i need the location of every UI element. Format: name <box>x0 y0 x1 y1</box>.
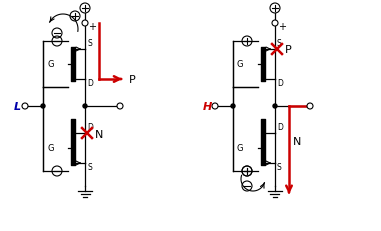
Text: D: D <box>87 79 93 88</box>
Circle shape <box>82 21 88 27</box>
Circle shape <box>272 21 278 27</box>
Text: +: + <box>88 22 96 32</box>
Text: D: D <box>277 79 283 88</box>
Circle shape <box>41 105 45 109</box>
Text: D: D <box>87 123 93 132</box>
Text: P: P <box>285 45 292 55</box>
Text: S: S <box>277 163 282 172</box>
Circle shape <box>22 103 28 109</box>
Text: G: G <box>237 144 243 153</box>
Circle shape <box>83 105 87 109</box>
Circle shape <box>117 103 123 109</box>
Text: S: S <box>277 39 282 48</box>
Circle shape <box>307 103 313 109</box>
Text: S: S <box>87 39 92 48</box>
Text: +: + <box>278 22 286 32</box>
Circle shape <box>273 105 277 109</box>
Circle shape <box>212 103 218 109</box>
Text: G: G <box>47 60 53 69</box>
Circle shape <box>231 105 235 109</box>
Text: N: N <box>293 137 301 146</box>
Text: H: H <box>202 102 211 112</box>
Text: G: G <box>47 144 53 153</box>
Text: L: L <box>13 102 21 112</box>
Text: G: G <box>237 60 243 69</box>
Text: D: D <box>277 123 283 132</box>
Text: P: P <box>129 75 136 85</box>
Text: S: S <box>87 163 92 172</box>
Text: N: N <box>95 129 103 139</box>
